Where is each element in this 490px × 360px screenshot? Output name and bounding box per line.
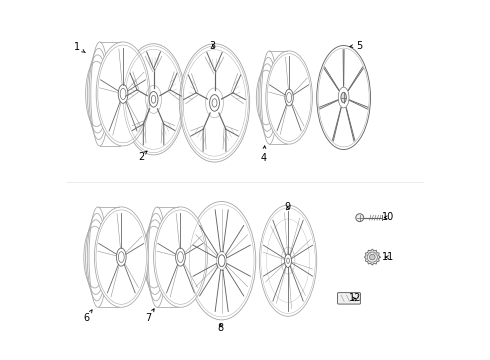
Ellipse shape [149,91,158,107]
Ellipse shape [95,207,148,307]
Ellipse shape [218,255,225,267]
Ellipse shape [259,205,317,316]
Ellipse shape [122,44,185,155]
Ellipse shape [118,85,128,103]
Text: 12: 12 [348,293,361,303]
Ellipse shape [210,95,220,111]
Ellipse shape [285,254,292,267]
Text: 5: 5 [350,41,363,50]
Ellipse shape [266,51,313,144]
Ellipse shape [369,255,375,260]
Text: 4: 4 [261,146,267,163]
Ellipse shape [175,248,185,266]
Ellipse shape [341,92,346,103]
Ellipse shape [117,248,126,266]
Ellipse shape [317,45,370,149]
Polygon shape [365,249,380,265]
Ellipse shape [153,207,207,307]
Text: 2: 2 [138,151,147,162]
Ellipse shape [179,44,250,162]
Text: 3: 3 [210,41,216,50]
Text: 6: 6 [83,310,92,323]
Ellipse shape [285,89,294,106]
Text: 11: 11 [382,252,394,262]
FancyBboxPatch shape [338,293,361,304]
Text: 1: 1 [74,42,85,53]
Text: 7: 7 [145,309,154,323]
Ellipse shape [188,202,256,320]
Ellipse shape [356,214,364,222]
Ellipse shape [96,42,150,146]
Text: 10: 10 [382,212,394,222]
Text: 8: 8 [218,323,223,333]
Text: 9: 9 [284,202,291,212]
